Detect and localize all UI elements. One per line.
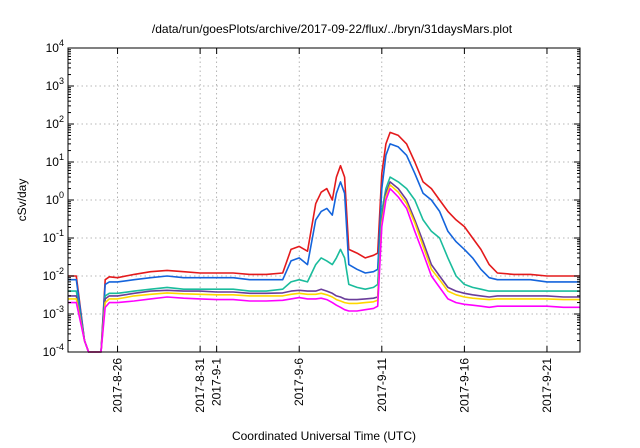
x-tick-label: 2017-9-11 (375, 358, 389, 412)
y-axis-label: cSv/day (15, 179, 29, 222)
x-tick-label: 2017-9-6 (292, 358, 306, 406)
series-line-6 (68, 187, 580, 353)
y-tick-label: 10-2 (43, 266, 64, 283)
y-tick-label: 103 (46, 76, 64, 93)
y-tick-label: 101 (46, 152, 64, 169)
x-tick-label: 2017-9-16 (457, 358, 471, 413)
series-line-3 (68, 176, 580, 353)
y-tick-label: 10-1 (43, 228, 64, 245)
series-line-2 (68, 143, 580, 353)
ticks (68, 47, 580, 353)
y-tick-label: 104 (46, 38, 64, 55)
y-tick-label: 102 (46, 114, 64, 131)
x-tick-label: 2017-9-1 (210, 358, 224, 406)
x-tick-label: 2017-9-21 (540, 358, 554, 413)
y-tick-label: 10-4 (43, 342, 64, 359)
x-tick-label: 2017-8-31 (193, 358, 207, 413)
chart-title: /data/run/goesPlots/archive/2017-09-22/f… (152, 22, 513, 36)
x-tick-label: 2017-8-26 (111, 358, 125, 413)
y-tick-label: 10-3 (43, 304, 64, 321)
x-axis-label: Coordinated Universal Time (UTC) (232, 429, 416, 443)
y-tick-label: 100 (46, 190, 64, 207)
x-tick-labels: 2017-8-26 2017-8-31 2017-9-1 2017-9-6 2017-9… (111, 358, 554, 413)
series-line-5 (68, 184, 580, 353)
y-tick-labels: 10-4 10-3 10-2 10-1 100 101 102 103 104 (43, 38, 64, 359)
series-line-4 (68, 181, 580, 353)
grid (68, 48, 580, 352)
series-line-1 (68, 131, 580, 353)
series-layer (68, 131, 580, 353)
